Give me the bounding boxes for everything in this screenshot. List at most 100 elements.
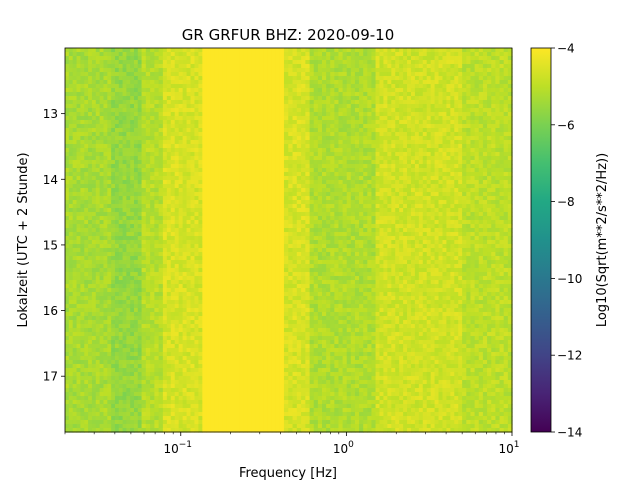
spectrogram-cell bbox=[206, 148, 212, 153]
spectrogram-cell bbox=[170, 192, 176, 197]
spectrogram-cell bbox=[107, 88, 112, 93]
spectrogram-cell bbox=[137, 344, 143, 349]
spectrogram-cell bbox=[166, 84, 172, 89]
spectrogram-cell bbox=[141, 392, 147, 397]
spectrogram-cell bbox=[114, 276, 120, 281]
spectrogram-cell bbox=[114, 100, 120, 105]
spectrogram-cell bbox=[84, 384, 89, 389]
spectrogram-cell bbox=[84, 128, 89, 133]
spectrogram-cell bbox=[263, 196, 269, 201]
spectrogram-cell bbox=[95, 392, 101, 397]
spectrogram-cell bbox=[80, 236, 85, 241]
spectrogram-cell bbox=[271, 252, 277, 257]
spectrogram-cell bbox=[247, 204, 252, 209]
spectrogram-cell bbox=[214, 280, 220, 285]
spectrogram-cell bbox=[186, 104, 192, 109]
spectrogram-cell bbox=[226, 132, 232, 137]
spectrogram-cell bbox=[214, 116, 220, 121]
spectrogram-cell bbox=[145, 260, 151, 265]
spectrogram-cell bbox=[182, 236, 188, 241]
spectrogram-cell bbox=[194, 292, 200, 297]
spectrogram-cell bbox=[279, 264, 285, 269]
spectrogram-cell bbox=[202, 372, 208, 377]
spectrogram-cell bbox=[80, 284, 85, 289]
spectrogram-cell bbox=[107, 116, 112, 121]
spectrogram-cell bbox=[76, 72, 81, 77]
spectrogram-cell bbox=[84, 240, 89, 245]
spectrogram-cell bbox=[111, 424, 116, 429]
spectrogram-cell bbox=[279, 248, 285, 253]
spectrogram-cell bbox=[126, 380, 131, 385]
spectrogram-cell bbox=[88, 72, 93, 77]
spectrogram-cell bbox=[84, 372, 89, 377]
spectrogram-cell bbox=[267, 316, 273, 321]
spectrogram-cell bbox=[239, 240, 244, 245]
spectrogram-cell bbox=[239, 352, 244, 357]
spectrogram-cell bbox=[145, 352, 151, 357]
spectrogram-cell bbox=[275, 172, 281, 177]
spectrogram-cell bbox=[255, 120, 261, 125]
spectrogram-cell bbox=[186, 152, 192, 157]
spectrogram-cell bbox=[122, 60, 127, 65]
spectrogram-cell bbox=[243, 344, 248, 349]
spectrogram-cell bbox=[243, 204, 248, 209]
spectrogram-cell bbox=[275, 248, 281, 253]
spectrogram-cell bbox=[80, 428, 85, 433]
spectrogram-cell bbox=[107, 300, 112, 305]
spectrogram-cell bbox=[230, 152, 236, 157]
spectrogram-cell bbox=[182, 48, 188, 53]
spectrogram-cell bbox=[239, 176, 244, 181]
spectrogram-cell bbox=[186, 368, 192, 373]
spectrogram-cell bbox=[235, 80, 240, 85]
spectrogram-cell bbox=[130, 296, 135, 301]
spectrogram-cell bbox=[111, 296, 116, 301]
spectrogram-cell bbox=[103, 80, 108, 85]
spectrogram-cell bbox=[275, 108, 281, 113]
spectrogram-cell bbox=[68, 112, 74, 117]
spectrogram-cell bbox=[235, 240, 240, 245]
spectrogram-cell bbox=[99, 88, 105, 93]
spectrogram-cell bbox=[68, 172, 74, 177]
spectrogram-cell bbox=[186, 200, 192, 205]
spectrogram-cell bbox=[118, 400, 124, 405]
spectrogram-cell bbox=[111, 116, 116, 121]
spectrogram-cell bbox=[65, 216, 70, 221]
spectrogram-cell bbox=[95, 428, 101, 433]
spectrogram-cell bbox=[114, 368, 120, 373]
spectrogram-cell bbox=[99, 416, 105, 421]
spectrogram-cell bbox=[198, 376, 203, 381]
spectrogram-cell bbox=[190, 276, 196, 281]
spectrogram-cell bbox=[279, 332, 285, 337]
spectrogram-cell bbox=[76, 192, 81, 197]
spectrogram-cell bbox=[230, 228, 236, 233]
spectrogram-cell bbox=[68, 200, 74, 205]
spectrogram-cell bbox=[130, 420, 135, 425]
spectrogram-cell bbox=[154, 232, 160, 237]
spectrogram-cell bbox=[118, 336, 124, 341]
spectrogram-cell bbox=[137, 244, 143, 249]
spectrogram-cell bbox=[68, 372, 74, 377]
spectrogram-cell bbox=[243, 164, 248, 169]
spectrogram-cell bbox=[178, 396, 184, 401]
spectrogram-cell bbox=[198, 352, 203, 357]
spectrogram-cell bbox=[247, 232, 252, 237]
spectrogram-cell bbox=[162, 196, 168, 201]
spectrogram-cell bbox=[91, 172, 97, 177]
spectrogram-cell bbox=[150, 284, 155, 289]
spectrogram-cell bbox=[214, 124, 220, 129]
spectrogram-cell bbox=[72, 328, 78, 333]
spectrogram-cell bbox=[210, 256, 216, 261]
spectrogram-cell bbox=[259, 360, 265, 365]
spectrogram-cell bbox=[76, 368, 81, 373]
spectrogram-cell bbox=[194, 316, 200, 321]
spectrogram-cell bbox=[222, 292, 228, 297]
spectrogram-cell bbox=[76, 356, 81, 361]
spectrogram-cell bbox=[133, 168, 139, 173]
spectrogram-cell bbox=[68, 56, 74, 61]
spectrogram-cell bbox=[166, 196, 172, 201]
spectrogram-cell bbox=[267, 188, 273, 193]
spectrogram-cell bbox=[103, 196, 108, 201]
spectrogram-cell bbox=[214, 152, 220, 157]
spectrogram-cell bbox=[218, 252, 224, 257]
spectrogram-cell bbox=[103, 172, 108, 177]
